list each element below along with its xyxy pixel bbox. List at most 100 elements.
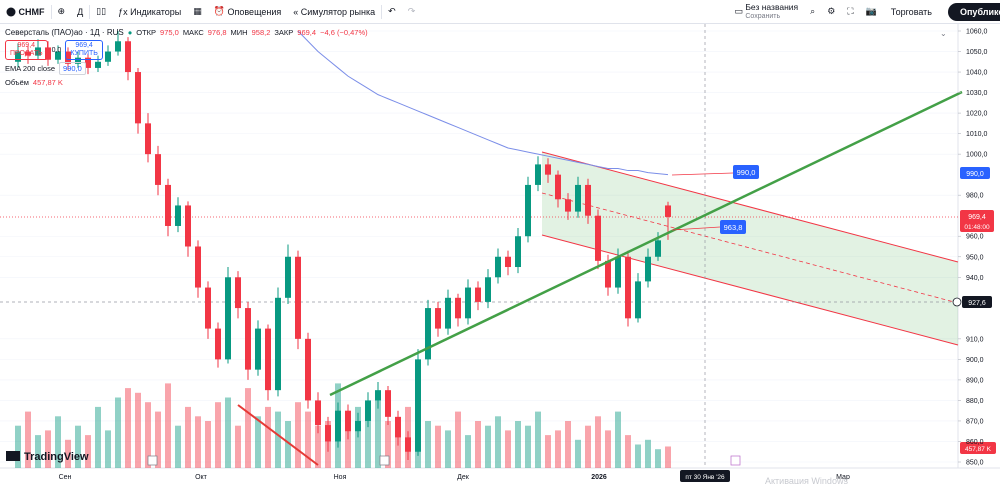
trade-button[interactable]: Торговать bbox=[890, 6, 932, 17]
volume-bar bbox=[365, 411, 371, 468]
candle-body bbox=[205, 287, 211, 329]
candles bbox=[15, 31, 671, 460]
volume-bar bbox=[235, 425, 241, 468]
buy-label[interactable]: КУПИТЬ bbox=[70, 50, 98, 57]
volume-bar bbox=[515, 421, 521, 468]
spread: 0,0 bbox=[51, 46, 62, 54]
volume-bar bbox=[655, 449, 661, 468]
candle-body bbox=[455, 297, 461, 319]
crosshair-plus[interactable] bbox=[952, 297, 962, 307]
candle-body bbox=[285, 256, 291, 298]
candle-body bbox=[245, 308, 251, 370]
candle-body bbox=[565, 199, 571, 212]
candle-body bbox=[335, 410, 341, 442]
ohlc-value: 975,0 bbox=[160, 28, 179, 37]
interval[interactable]: Д bbox=[77, 6, 84, 17]
crosshair-time-box bbox=[680, 470, 730, 482]
buy-button[interactable]: 969,4 КУПИТЬ bbox=[65, 40, 103, 60]
volume-bar bbox=[545, 435, 551, 468]
indicators-label[interactable]: Индикаторы bbox=[130, 6, 182, 17]
os-notice: Активация Windows bbox=[765, 476, 848, 484]
volume-bar bbox=[75, 425, 81, 468]
alerts-button[interactable]: ⏰ Оповещения bbox=[213, 6, 282, 17]
alerts-label[interactable]: Оповещения bbox=[227, 6, 282, 17]
price-tick-label: 890,0 bbox=[966, 377, 984, 384]
sell-price[interactable]: 969,4 bbox=[17, 42, 36, 49]
trend-line bbox=[329, 90, 963, 397]
price-tick-label: 870,0 bbox=[966, 418, 984, 425]
channel-middle bbox=[541, 192, 959, 304]
collapse-button[interactable]: ⌄ bbox=[940, 29, 947, 38]
layout-status[interactable]: Сохранить bbox=[745, 12, 781, 20]
volume-name[interactable]: Объём bbox=[5, 78, 29, 87]
time-label: Мар bbox=[836, 474, 850, 481]
volume-bar bbox=[595, 416, 601, 468]
channel-top bbox=[541, 151, 959, 263]
annotation-box[interactable] bbox=[720, 220, 746, 234]
volume-bar bbox=[575, 439, 581, 468]
volume-bar bbox=[485, 425, 491, 468]
status-dot: ● bbox=[127, 28, 133, 37]
buy-price[interactable]: 969,4 bbox=[75, 42, 93, 49]
event-marker[interactable] bbox=[147, 455, 158, 466]
snapshot[interactable]: 📷 bbox=[865, 6, 877, 16]
event-marker[interactable] bbox=[379, 455, 390, 466]
candle-body bbox=[95, 61, 101, 68]
indicators-button[interactable]: ƒx Индикаторы bbox=[118, 6, 182, 17]
volume-bar bbox=[425, 421, 431, 468]
layout-name[interactable]: Без названия bbox=[745, 1, 799, 12]
redo[interactable]: ↷ bbox=[407, 6, 416, 16]
separator bbox=[50, 4, 52, 19]
replay-label[interactable]: Симулятор рынка bbox=[300, 6, 376, 17]
candle-body bbox=[425, 308, 431, 360]
volume-bar bbox=[385, 421, 391, 468]
price-tick-label: 850,0 bbox=[966, 460, 984, 467]
crosshair-price-box bbox=[962, 296, 992, 308]
crosshair-time: пт 30 Янв '26 bbox=[685, 474, 725, 481]
candle-body bbox=[525, 184, 531, 237]
candle-body bbox=[225, 277, 231, 360]
chart-type[interactable]: ▯▯ bbox=[96, 6, 107, 16]
last-price-label: 969,4 bbox=[968, 214, 986, 221]
sell-label[interactable]: ПРОДАТЬ bbox=[10, 50, 43, 57]
candle-body bbox=[115, 41, 121, 52]
symbol[interactable]: CHMF bbox=[18, 6, 45, 17]
volume-bar bbox=[195, 416, 201, 468]
candle-body bbox=[585, 184, 591, 216]
event-marker[interactable] bbox=[730, 455, 741, 466]
volume-bar bbox=[155, 411, 161, 468]
templates-button[interactable]: ▦ bbox=[193, 6, 202, 16]
volume-bar bbox=[505, 430, 511, 468]
layout-name-box[interactable]: Без названия Сохранить bbox=[745, 1, 799, 21]
candle-body bbox=[15, 51, 21, 62]
candle-body bbox=[25, 51, 31, 56]
logo-mark bbox=[6, 451, 20, 461]
symbol-search[interactable]: CHMF bbox=[0, 0, 51, 24]
candle-body bbox=[295, 256, 301, 339]
fullscreen[interactable]: ⛶ bbox=[847, 6, 854, 16]
annotation-arrow bbox=[671, 172, 734, 176]
candle-body bbox=[445, 297, 451, 329]
candle-body bbox=[85, 57, 91, 68]
ohlc-value: 958,2 bbox=[251, 28, 271, 37]
ema-name[interactable]: EMA 200 close bbox=[5, 64, 56, 73]
price-tick-label: 1060,0 bbox=[966, 29, 988, 36]
layout-menu[interactable]: ▭ Без названия Сохранить bbox=[734, 1, 799, 21]
sell-button[interactable]: 969,4 ПРОДАТЬ bbox=[5, 40, 48, 60]
replay-button[interactable]: « Симулятор рынка bbox=[293, 6, 376, 17]
candle-body bbox=[665, 205, 671, 217]
ema-price-label-box bbox=[960, 167, 990, 179]
compare-button[interactable]: ⊕ bbox=[57, 6, 66, 16]
search[interactable]: ⌕ bbox=[810, 6, 816, 16]
ohlc-key: ОТКР bbox=[136, 28, 157, 37]
legend: Северсталь (ПАО)ао · 1Д · RUS ● ОТКР 975,… bbox=[5, 27, 368, 90]
undo[interactable]: ↶ bbox=[388, 6, 396, 16]
volume-bar bbox=[35, 435, 41, 468]
volume-bar bbox=[145, 402, 151, 468]
annotation-box[interactable] bbox=[733, 165, 759, 179]
settings[interactable]: ⚙ bbox=[827, 6, 836, 16]
candle-body bbox=[375, 390, 381, 401]
publish-button[interactable]: Опубликовать bbox=[948, 3, 1000, 21]
volume-bar bbox=[535, 411, 541, 468]
volume-bar bbox=[185, 406, 191, 468]
